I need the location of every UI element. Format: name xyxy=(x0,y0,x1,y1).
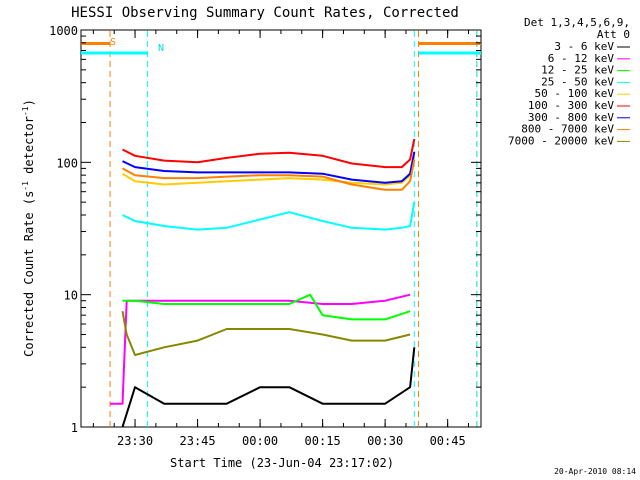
y-tick-label-1: 10 xyxy=(64,289,78,303)
legend-label-4: 50 - 100 keV xyxy=(535,87,615,100)
legend-header-line-2: Att 0 xyxy=(597,28,630,41)
y-axis-ticks: 1 10 100 1000 xyxy=(49,24,481,435)
marker-lines xyxy=(109,31,478,427)
legend-label-2: 12 - 25 keV xyxy=(541,64,614,77)
y-label-part: Corrected Count Rate (s xyxy=(22,191,36,357)
y-label-part: detector xyxy=(22,116,36,181)
legend-label-6: 300 - 800 keV xyxy=(528,111,614,124)
x-tick-label-2: 00:00 xyxy=(242,434,278,448)
y-tick-label-2: 100 xyxy=(56,156,78,170)
x-tick-label-0: 23:30 xyxy=(117,434,153,448)
x-axis-ticks: 23:30 23:45 00:00 00:15 00:30 00:45 xyxy=(92,30,469,448)
y-tick-label-0: 1 xyxy=(71,421,78,435)
y-tick-label-3: 1000 xyxy=(49,24,78,38)
series-line-0 xyxy=(121,347,416,428)
legend-label-3: 25 - 50 keV xyxy=(541,75,614,88)
legend-label-1: 6 - 12 keV xyxy=(548,52,615,65)
x-tick-label-3: 00:15 xyxy=(305,434,341,448)
annotation-n: N xyxy=(158,43,164,54)
series-line-8 xyxy=(121,311,411,356)
legend-label-8: 7000 - 20000 keV xyxy=(508,134,614,147)
y-label-sup: -1 xyxy=(21,106,30,116)
legend-label-0: 3 - 6 keV xyxy=(554,40,614,53)
timestamp: 20-Apr-2010 08:14 xyxy=(554,467,636,476)
legend-label-7: 800 - 7000 keV xyxy=(521,123,614,136)
att-bars xyxy=(81,42,481,55)
series-line-5 xyxy=(122,138,416,169)
y-axis-label: Corrected Count Rate (s-1 detector-1) xyxy=(21,99,36,357)
series-line-3 xyxy=(122,202,416,231)
plot-frame xyxy=(80,29,482,428)
legend-header-line-1: Det 1,3,4,5,6,9, xyxy=(524,16,630,29)
x-axis-label: Start Time (23-Jun-04 23:17:02) xyxy=(170,456,394,470)
y-label-part: ) xyxy=(22,99,36,106)
legend-label-5: 100 - 300 keV xyxy=(528,99,614,112)
x-tick-label-5: 00:45 xyxy=(430,434,466,448)
y-label-sup: -1 xyxy=(21,181,30,191)
series-line-7 xyxy=(122,159,416,191)
x-tick-label-4: 00:30 xyxy=(367,434,403,448)
x-tick-label-1: 23:45 xyxy=(180,434,216,448)
series-lines xyxy=(110,138,416,428)
plot-area: 23:30 23:45 00:00 00:15 00:30 00:45 1 10 100 100… xyxy=(49,24,482,448)
chart-title: HESSI Observing Summary Count Rates, Cor… xyxy=(71,5,459,21)
series-line-4 xyxy=(121,156,416,186)
annotation-s: S xyxy=(110,37,116,48)
series-line-6 xyxy=(122,151,416,184)
series-line-2 xyxy=(122,293,411,321)
